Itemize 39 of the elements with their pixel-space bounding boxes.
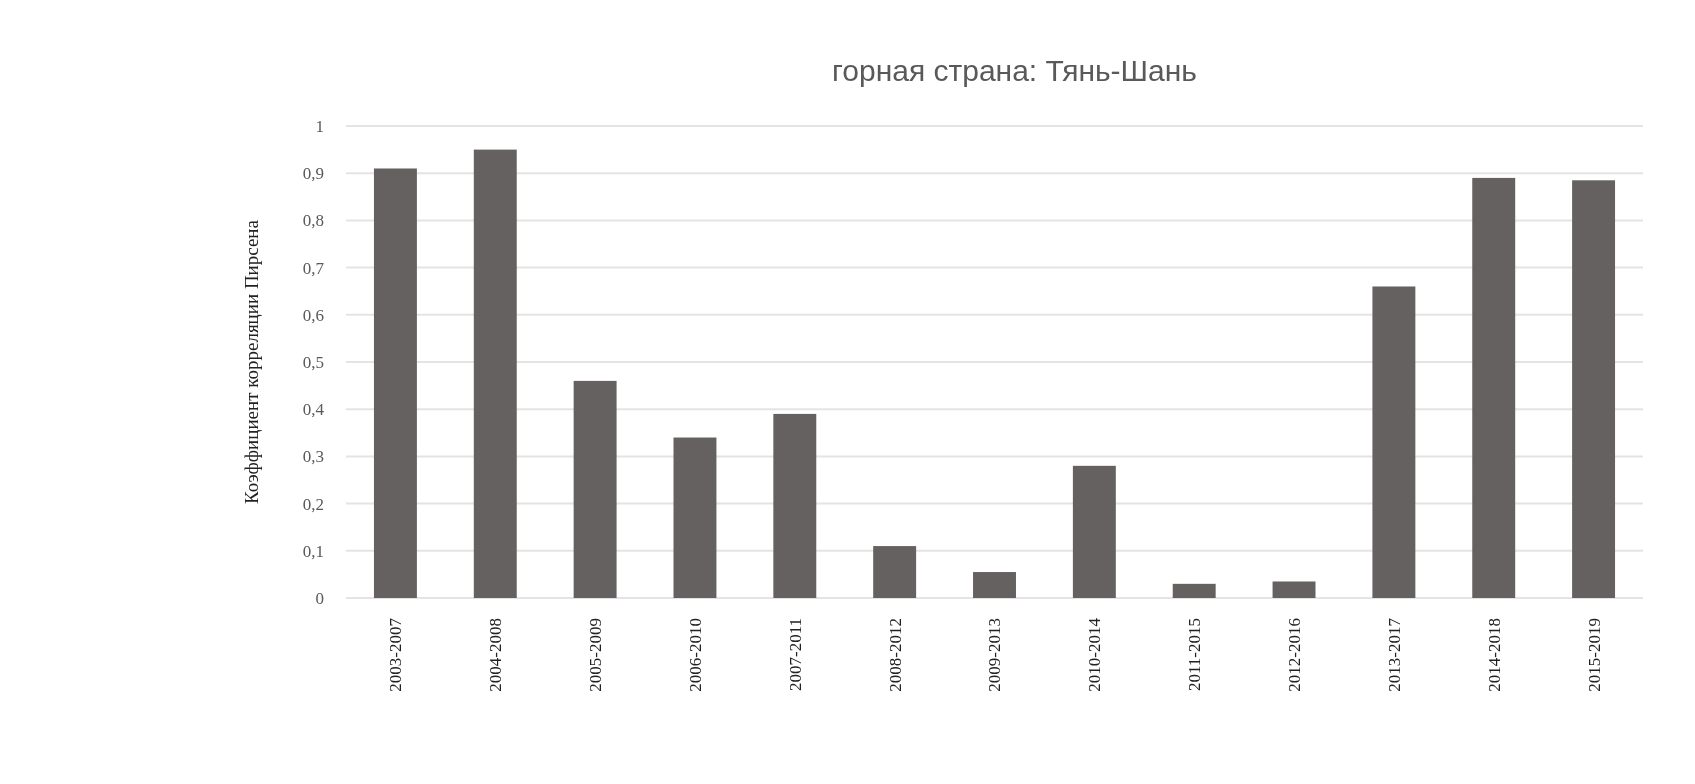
bar: [1272, 581, 1316, 598]
bar: [373, 168, 417, 598]
x-tick-label: 2012-2016: [1284, 618, 1304, 692]
y-tick-label: 0,8: [302, 211, 324, 231]
x-tick-label: 2004-2008: [486, 618, 506, 692]
x-tick-label: 2008-2012: [885, 618, 905, 692]
x-tick-label: 2003-2007: [386, 617, 406, 692]
bar: [1172, 583, 1216, 598]
y-tick-label: 0,4: [302, 400, 325, 420]
x-tick-label: 2005-2009: [586, 618, 606, 692]
y-tick-label: 0,3: [302, 447, 324, 467]
x-tick-label: 2015-2019: [1584, 618, 1604, 692]
y-tick-label: 0,6: [302, 305, 324, 325]
bar: [1072, 465, 1116, 598]
y-tick-label: 0,7: [302, 258, 325, 278]
bar: [973, 572, 1016, 598]
y-tick-label: 0,1: [302, 541, 324, 561]
y-axis-title: Коэффициент корреляции Пирсена: [241, 219, 262, 504]
bar: [1572, 180, 1616, 598]
x-tick-label: 2013-2017: [1384, 617, 1404, 692]
bar: [673, 437, 717, 598]
bar: [1372, 286, 1416, 598]
x-tick-label: 2006-2010: [685, 618, 705, 692]
bar: [773, 413, 817, 598]
bar: [873, 546, 917, 598]
bar: [1472, 177, 1516, 598]
y-tick-label: 0: [315, 588, 324, 608]
y-tick-label: 0,9: [302, 164, 324, 184]
chart-title: горная страна: Тянь-Шань: [832, 54, 1197, 87]
x-tick-label: 2011-2015: [1185, 618, 1205, 692]
y-tick-label: 0,5: [302, 352, 324, 372]
x-tick-label: 2014-2018: [1484, 618, 1504, 692]
x-tick-label: 2010-2014: [1085, 617, 1105, 692]
y-tick-label: 1: [315, 116, 324, 136]
bar: [573, 380, 617, 598]
y-tick-label: 0,2: [302, 494, 324, 514]
x-tick-label: 2007-2011: [785, 618, 805, 692]
x-tick-label: 2009-2013: [985, 618, 1005, 692]
bar: [473, 149, 517, 598]
